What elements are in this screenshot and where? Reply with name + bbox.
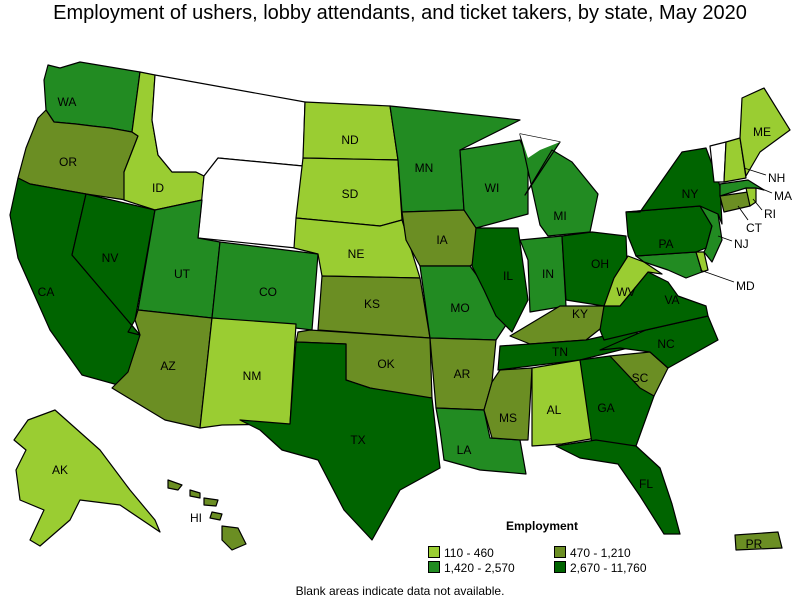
state-label-id: ID <box>152 181 164 195</box>
leader-line-ct <box>737 205 749 221</box>
state-ga <box>579 355 655 447</box>
state-label-wv: WV <box>616 285 635 299</box>
state-label-sc: SC <box>632 371 649 385</box>
state-label-ia: IA <box>436 233 447 247</box>
state-label-ct: CT <box>746 221 763 235</box>
state-label-nv: NV <box>102 251 119 265</box>
state-wv <box>603 255 663 307</box>
state-ms <box>483 367 533 441</box>
state-label-in: IN <box>542 267 554 281</box>
state-nh <box>723 137 747 183</box>
state-hi-island-2 <box>189 489 201 499</box>
state-label-ma: MA <box>774 189 792 203</box>
state-label-ga: GA <box>597 401 614 415</box>
state-label-tx: TX <box>350 433 365 447</box>
state-label-fl: FL <box>639 477 653 491</box>
leader-line-nj <box>717 235 733 242</box>
map-title: Employment of ushers, lobby attendants, … <box>53 2 747 24</box>
state-label-mo: MO <box>450 301 469 315</box>
legend-item-4: 2,670 - 11,760 <box>554 561 647 575</box>
state-label-nm: NM <box>243 369 262 383</box>
state-label-il: IL <box>503 269 513 283</box>
legend-label-3: 1,420 - 2,570 <box>444 561 515 575</box>
state-label-ne: NE <box>348 247 365 261</box>
state-label-sd: SD <box>342 187 359 201</box>
state-label-or: OR <box>59 155 77 169</box>
state-wi <box>459 139 529 229</box>
state-label-nh: NH <box>768 171 785 185</box>
state-label-nd: ND <box>341 133 359 147</box>
legend-item-3: 1,420 - 2,570 <box>428 561 515 575</box>
legend-title: Employment <box>506 519 579 533</box>
state-label-tn: TN <box>552 345 568 359</box>
state-nd <box>302 101 399 161</box>
state-label-ut: UT <box>174 267 191 281</box>
state-nj <box>699 205 723 263</box>
state-me <box>739 87 791 177</box>
state-al <box>531 359 597 447</box>
state-sc <box>609 351 669 397</box>
legend-swatch-2 <box>554 546 566 558</box>
state-label-va: VA <box>664 293 679 307</box>
state-hi-island-4 <box>209 511 223 521</box>
leader-line-ma <box>759 187 773 194</box>
lake-michigan <box>520 134 560 158</box>
state-label-ri: RI <box>764 207 776 221</box>
legend-item-1: 110 - 460 <box>428 546 494 560</box>
state-label-ky: KY <box>572 307 588 321</box>
legend: Employment 110 - 460 470 - 1,210 1,420 -… <box>428 519 668 579</box>
state-label-la: LA <box>457 443 472 457</box>
state-label-co: CO <box>259 285 277 299</box>
state-tx <box>239 341 441 541</box>
state-de <box>695 251 709 273</box>
state-label-mi: MI <box>553 209 566 223</box>
leader-line-nh <box>743 167 767 176</box>
state-fl <box>555 439 681 535</box>
state-hi-island-1 <box>167 479 183 491</box>
state-ma <box>719 179 765 197</box>
state-label-ks: KS <box>364 297 380 311</box>
legend-label-1: 110 - 460 <box>444 546 494 560</box>
legend-label-4: 2,670 - 11,760 <box>570 561 647 575</box>
state-ak <box>13 409 161 547</box>
state-label-oh: OH <box>591 257 609 271</box>
state-label-ms: MS <box>499 411 517 425</box>
state-label-md: MD <box>736 279 755 293</box>
state-label-nj: NJ <box>734 237 749 251</box>
state-label-az: AZ <box>160 359 175 373</box>
state-label-mn: MN <box>415 161 434 175</box>
state-in <box>519 235 567 313</box>
leader-line-ri <box>752 198 763 211</box>
state-label-ny: NY <box>682 187 699 201</box>
state-hi <box>221 525 247 551</box>
state-label-al: AL <box>547 403 562 417</box>
state-label-ca: CA <box>38 285 55 299</box>
state-wy <box>197 157 304 249</box>
state-label-pa: PA <box>658 237 673 251</box>
legend-label-2: 470 - 1,210 <box>570 546 631 560</box>
state-label-hi: HI <box>190 511 202 525</box>
state-label-nc: NC <box>657 337 675 351</box>
legend-swatch-3 <box>428 561 440 573</box>
state-label-ak: AK <box>52 463 68 477</box>
state-pr <box>734 531 783 551</box>
state-ny <box>625 147 723 225</box>
footnote: Blank areas indicate data not available. <box>295 584 505 598</box>
legend-swatch-1 <box>428 546 440 558</box>
leader-line-md <box>699 269 735 283</box>
legend-swatch-4 <box>554 561 566 573</box>
state-label-me: ME <box>753 125 771 139</box>
legend-item-2: 470 - 1,210 <box>554 546 631 560</box>
state-hi-island-3 <box>203 497 219 507</box>
state-label-wi: WI <box>485 181 500 195</box>
state-label-ok: OK <box>377 357 394 371</box>
state-label-wa: WA <box>58 95 77 109</box>
state-label-pr: PR <box>746 537 763 551</box>
state-la <box>435 407 527 475</box>
state-label-ar: AR <box>454 367 471 381</box>
